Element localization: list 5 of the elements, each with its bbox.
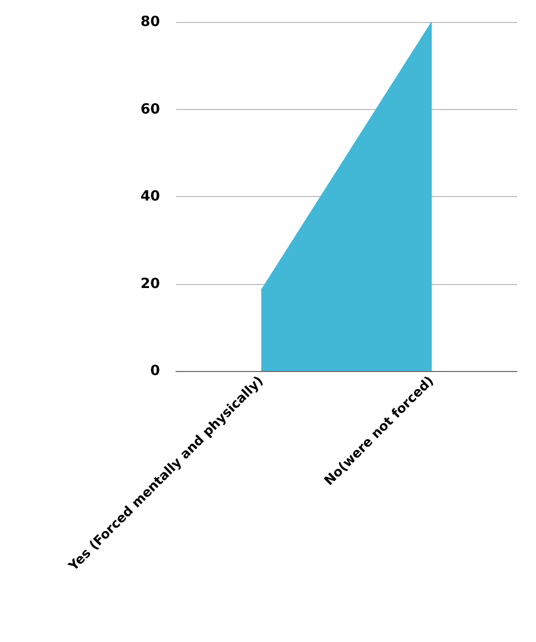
y-tick-label: 60 xyxy=(140,101,160,118)
y-tick-label: 80 xyxy=(140,14,160,30)
y-tick-label: 20 xyxy=(140,276,160,292)
y-tick-label: 40 xyxy=(140,188,160,204)
y-tick-label: 0 xyxy=(150,363,160,379)
